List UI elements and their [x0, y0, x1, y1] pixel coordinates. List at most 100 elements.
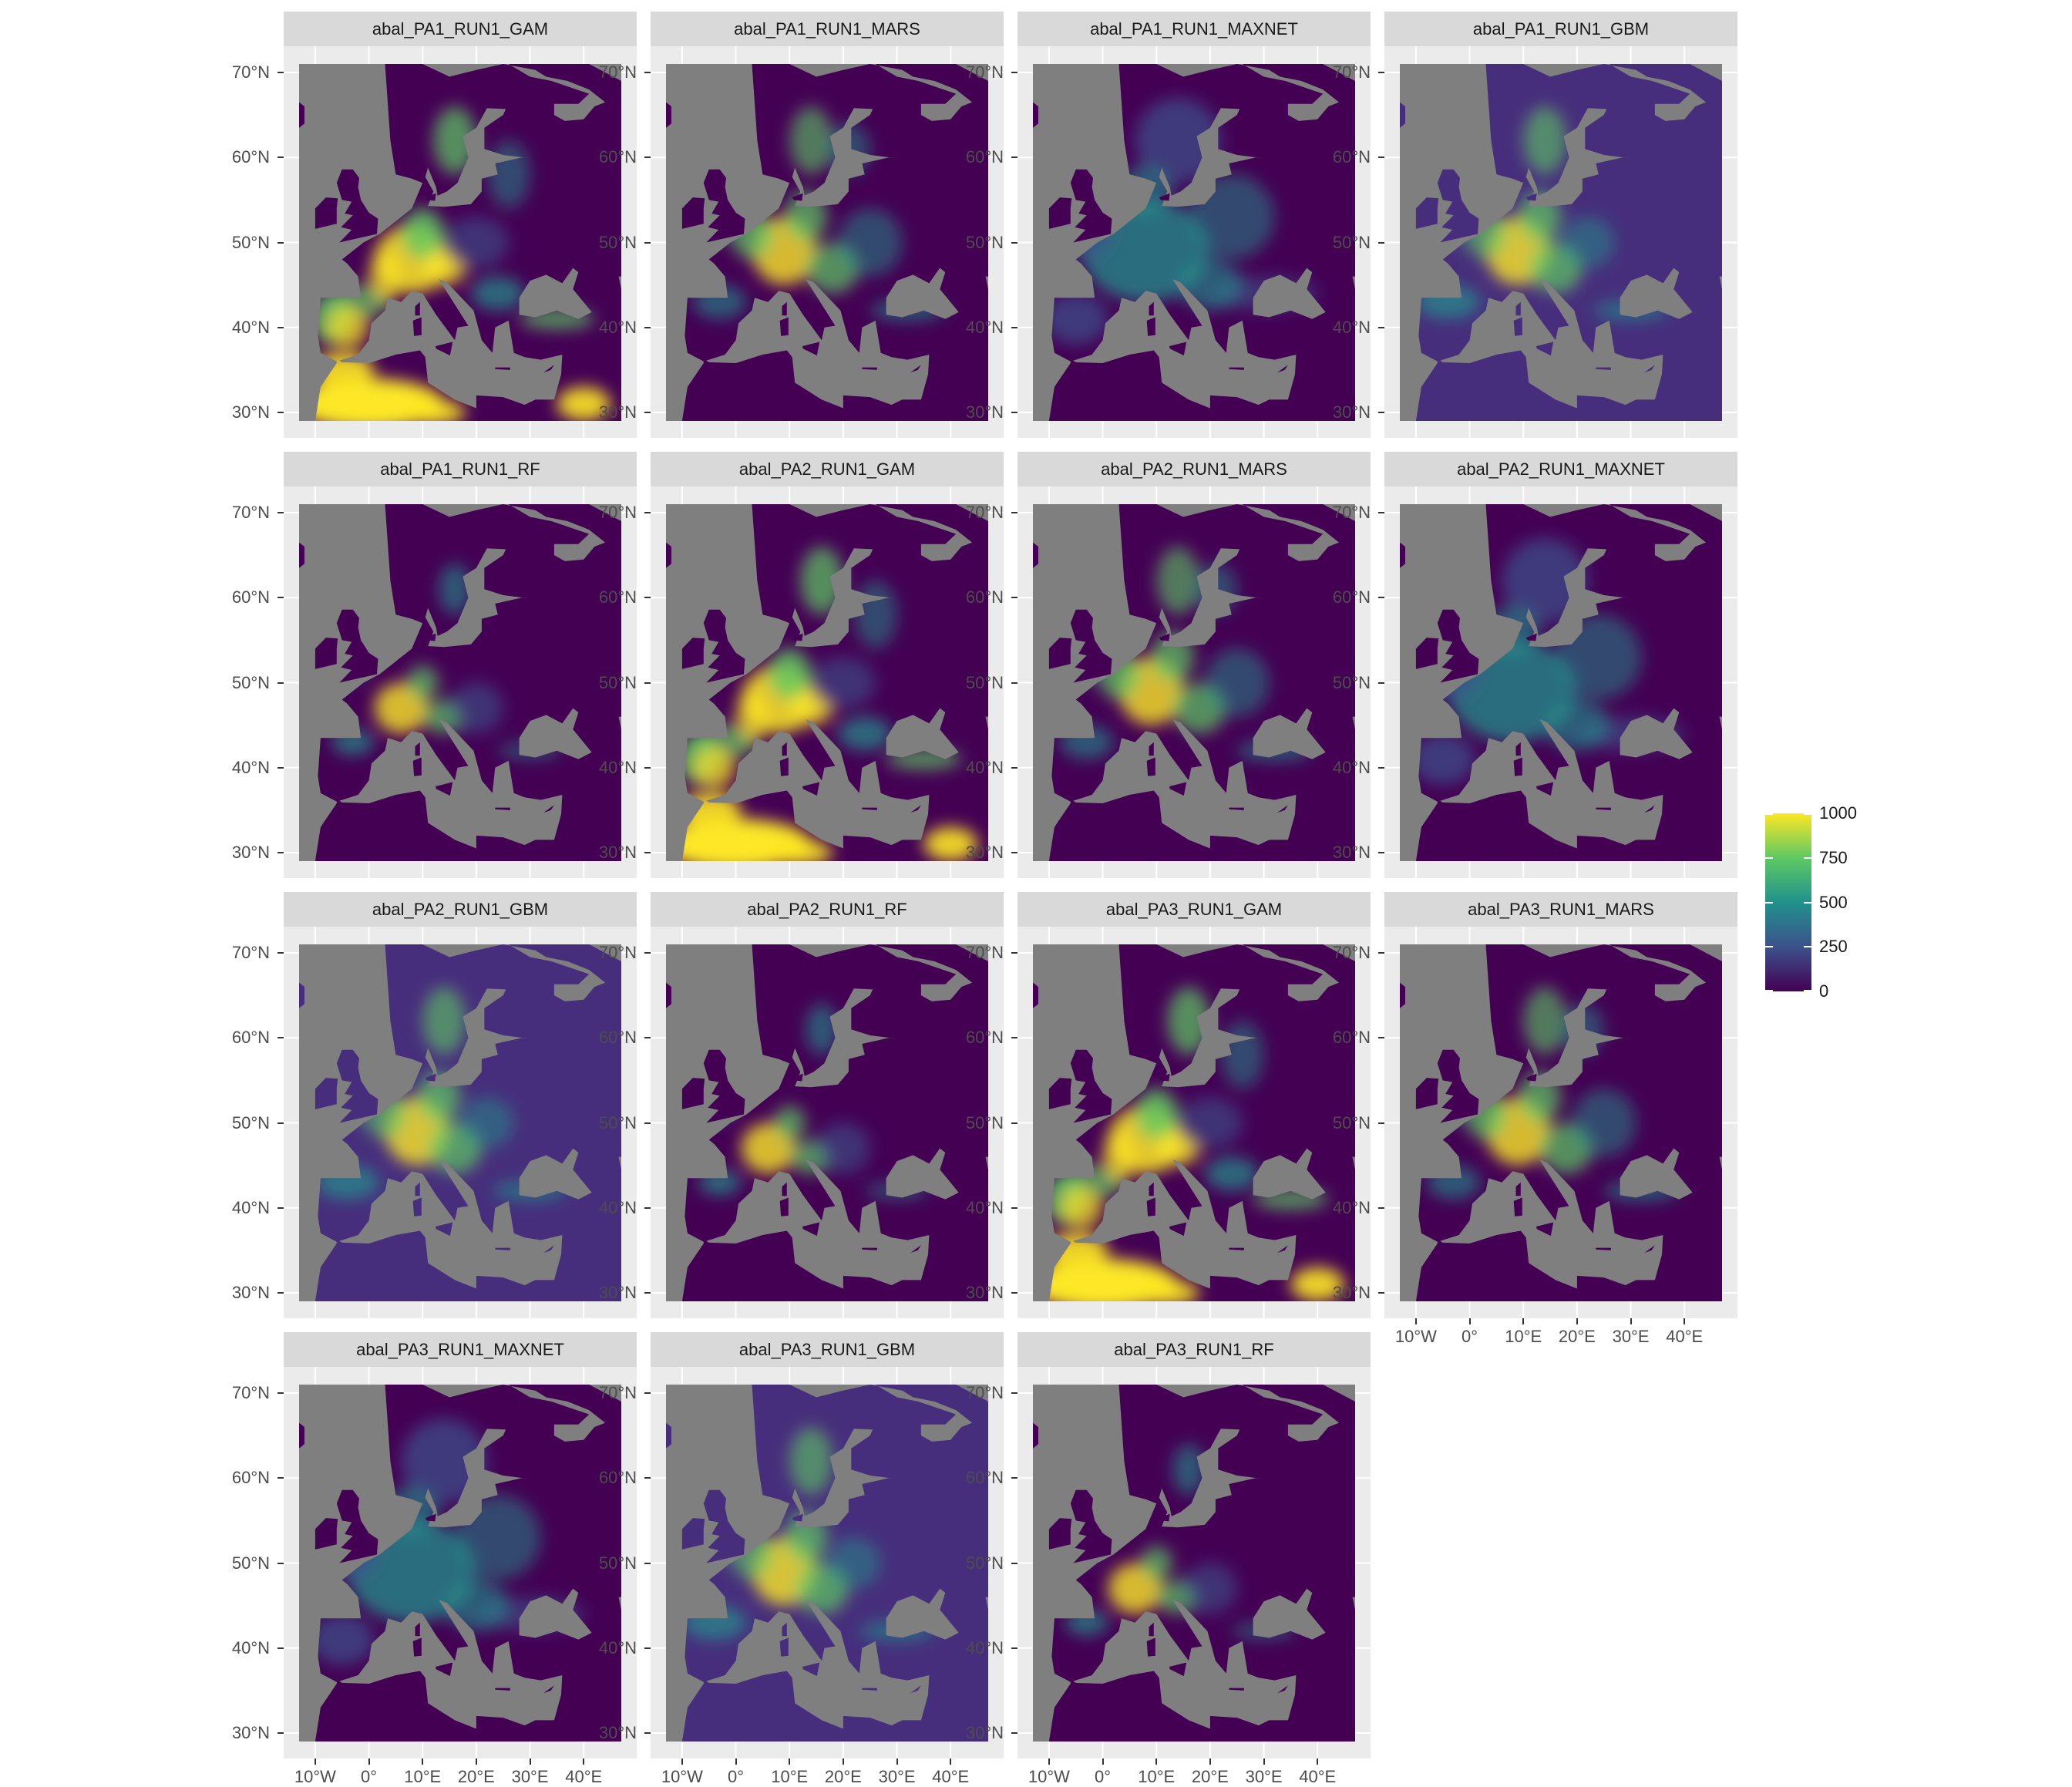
sea-black [1620, 708, 1693, 759]
sea-black [1253, 1588, 1326, 1640]
y-tick-mark [278, 1392, 284, 1395]
island-ireland [1415, 638, 1439, 669]
suitability-map [1400, 64, 1722, 421]
legend-tick-label: 500 [1819, 892, 1848, 912]
x-tick-mark [1630, 1318, 1632, 1324]
island-great-britain [1437, 169, 1479, 243]
x-tick-mark [475, 1758, 477, 1765]
map-panel: abal_PA2_RUN1_RF 70°N 60°N 50°N 40°N 30°N [599, 892, 1004, 1318]
suitability-map [1033, 64, 1355, 421]
island-sicily [802, 342, 820, 356]
y-tick-mark [1011, 1647, 1018, 1649]
y-tick-label: 60°N [598, 587, 637, 607]
y-tick-mark [644, 1731, 651, 1734]
island-corsica [415, 1182, 420, 1196]
island-crete [1596, 1247, 1611, 1250]
sea-north-arctic [1156, 1385, 1340, 1442]
sea-black [1620, 1148, 1693, 1200]
x-tick-mark [950, 1758, 952, 1765]
island-sicily [1536, 1222, 1554, 1237]
island-great-britain [1437, 609, 1479, 683]
sea-baltic [1159, 108, 1264, 207]
sea-caspian [618, 716, 621, 793]
y-tick-label: 70°N [965, 1383, 1004, 1403]
y-tick-mark [1011, 72, 1018, 74]
sea-caspian [1352, 1156, 1355, 1233]
island-sicily [436, 342, 453, 356]
suitability-map [666, 944, 988, 1301]
sea-atlantic [1033, 944, 1157, 1301]
sea-atlantic [1033, 1385, 1157, 1742]
x-tick-mark [314, 1758, 316, 1765]
sea-atlantic [666, 944, 790, 1301]
suitability-map [666, 504, 988, 861]
sea-baltic [1159, 1429, 1264, 1528]
island-sicily [1536, 782, 1554, 796]
sea-white-sea-top [875, 1385, 988, 1402]
y-tick-label: 50°N [231, 672, 270, 692]
sea-atlantic [666, 1385, 790, 1742]
island-iceland-edge [299, 982, 304, 1008]
y-tick-mark [644, 241, 651, 244]
suitability-map [1033, 944, 1355, 1301]
y-tick-mark [1011, 1122, 1018, 1124]
hotspot [800, 547, 843, 615]
y-tick-label: 70°N [965, 62, 1004, 82]
y-tick-mark [1378, 512, 1384, 514]
x-tick-label: 10°W [1394, 1327, 1437, 1346]
y-tick-mark [278, 952, 284, 954]
sea-north-arctic [789, 64, 973, 121]
hotspot [692, 746, 736, 789]
hotspot [735, 691, 769, 742]
sea-atlantic [1033, 504, 1157, 861]
y-tick-mark [1011, 1206, 1018, 1209]
hotspot [1571, 1089, 1636, 1157]
sea-north-arctic [1156, 504, 1340, 561]
x-tick-label: 40°E [565, 1767, 603, 1786]
hotspot [1561, 217, 1615, 268]
x-tick-label: 10°W [1028, 1767, 1070, 1786]
y-tick-label: 30°N [1332, 842, 1371, 862]
map-panel: abal_PA1_RUN1_RF 70°N 60°N 50°N 40°N 30°N [232, 452, 637, 878]
island-ireland [681, 1518, 705, 1550]
sea-north-arctic [1156, 64, 1340, 121]
x-tick-mark [896, 1758, 898, 1765]
y-tick-mark [644, 851, 651, 853]
legend-tick-label: 0 [1819, 981, 1829, 1001]
sea-white-sea-top [1609, 504, 1722, 521]
y-tick-label: 40°N [1332, 317, 1371, 337]
hotspot [1204, 648, 1270, 717]
island-iceland-edge [299, 542, 304, 568]
hotspot [1290, 1267, 1345, 1301]
hotspot [1545, 699, 1610, 751]
y-tick-mark [1378, 952, 1384, 954]
y-tick-label: 60°N [231, 1468, 270, 1488]
island-corsica [415, 742, 420, 756]
x-tick-mark [1576, 1318, 1578, 1324]
island-cyprus [1276, 805, 1288, 814]
y-tick-mark [278, 766, 284, 769]
y-tick-label: 50°N [231, 1553, 270, 1573]
island-cyprus [542, 365, 554, 374]
island-zealand [1159, 1513, 1170, 1522]
hotspot [827, 1537, 881, 1589]
suitability-map [299, 944, 621, 1301]
island-crete [1596, 367, 1611, 370]
sea-caspian [618, 276, 621, 353]
island-iceland-edge [299, 1422, 304, 1449]
y-tick-mark [644, 1291, 651, 1294]
hotspot [1167, 987, 1210, 1055]
island-sicily [436, 1222, 453, 1237]
sea-atlantic [666, 64, 790, 421]
sea-white-sea-top [875, 64, 988, 81]
x-tick-label: 10°E [771, 1767, 809, 1786]
sea-black [1253, 708, 1326, 759]
hotspot [1178, 259, 1243, 311]
island-ireland [681, 1078, 705, 1109]
sea-atlantic [299, 944, 423, 1301]
hotspot [768, 840, 832, 861]
island-great-britain [1437, 1049, 1479, 1123]
x-tick-label: 10°W [294, 1767, 336, 1786]
sea-north-arctic [789, 1385, 973, 1442]
island-great-britain [336, 1049, 378, 1123]
